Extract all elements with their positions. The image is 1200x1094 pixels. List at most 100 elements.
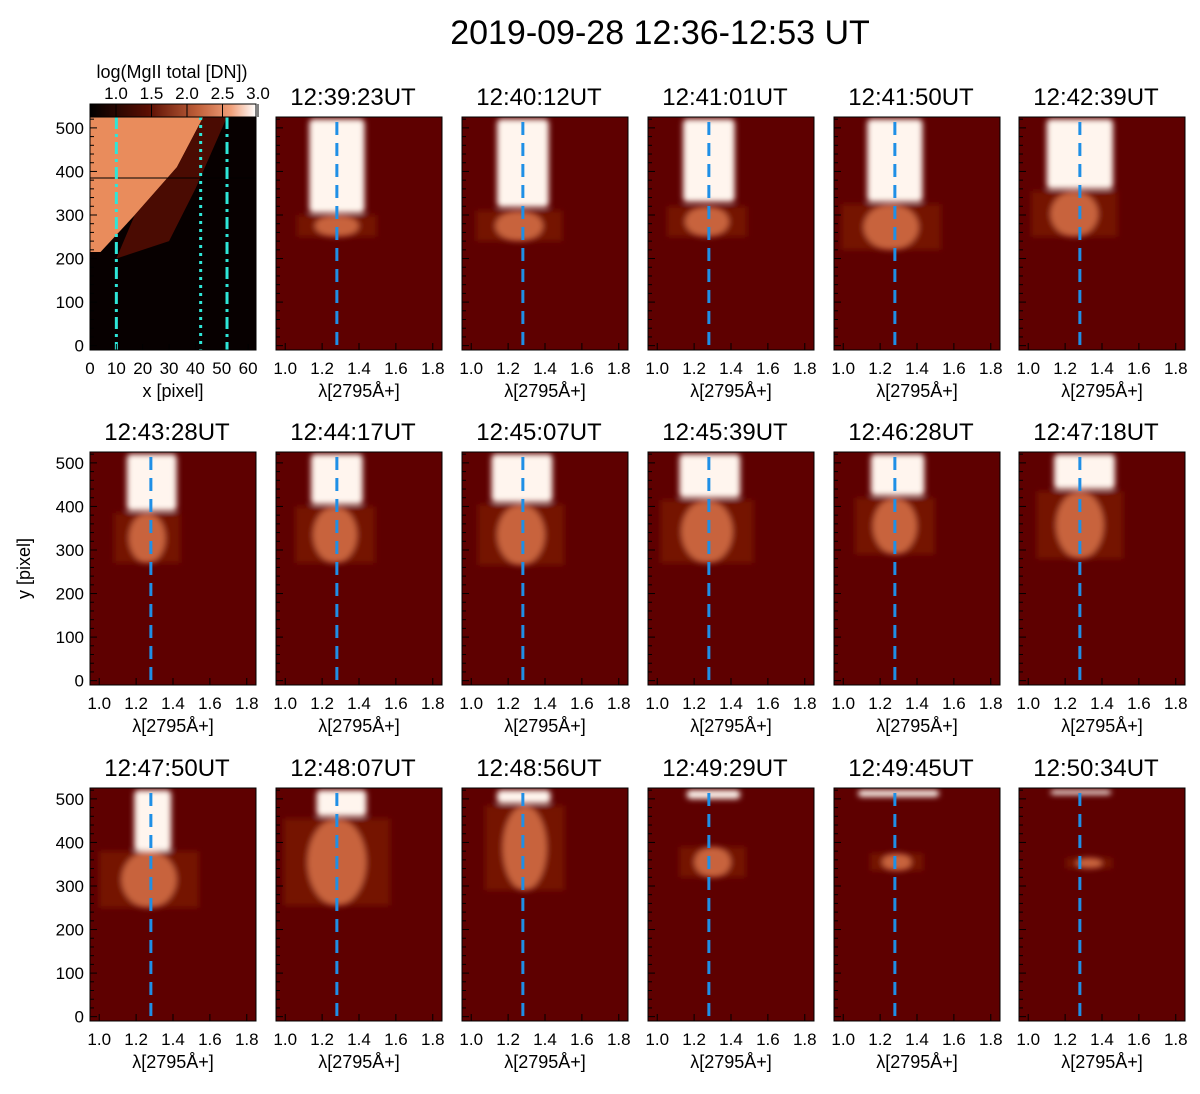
- x-tick-label: 1.6: [570, 1030, 594, 1049]
- spectral-panel: [834, 117, 1000, 350]
- x-tick-label: 1.6: [756, 694, 780, 713]
- extended-emission: [495, 210, 544, 242]
- x-tick-label: 1.6: [384, 694, 408, 713]
- saturated-core: [1054, 454, 1115, 490]
- saturated-core: [134, 790, 172, 852]
- panel-time-title: 12:48:56UT: [476, 755, 602, 782]
- x-tick-label: 1.2: [868, 359, 892, 378]
- x-axis-label: λ[2795Å+]: [132, 1052, 214, 1072]
- extended-emission: [681, 499, 733, 564]
- extended-emission: [881, 853, 912, 871]
- y-tick-label: 300: [56, 206, 84, 225]
- extended-emission: [863, 204, 919, 250]
- colorbar: [89, 103, 257, 118]
- x-tick-label: 1.8: [979, 359, 1003, 378]
- x-tick-label: 1.0: [87, 1030, 111, 1049]
- x-tick-label: 1.6: [942, 1030, 966, 1049]
- x-axis-label: λ[2795Å+]: [318, 1052, 400, 1072]
- x-tick-label: 1.6: [942, 694, 966, 713]
- x-tick-label: 1.0: [831, 359, 855, 378]
- panel-time-title: 12:41:50UT: [848, 84, 974, 111]
- x-axis-label: λ[2795Å+]: [318, 381, 400, 401]
- x-tick-label: 1.2: [124, 694, 148, 713]
- panel-time-title: 12:43:28UT: [104, 419, 230, 446]
- panel-time-title: 12:50:34UT: [1033, 755, 1159, 782]
- x-axis-label: λ[2795Å+]: [1061, 716, 1143, 736]
- x-axis-label: λ[2795Å+]: [876, 1052, 958, 1072]
- x-tick-label: 1.6: [1127, 1030, 1151, 1049]
- colorbar-tick-label: 1.5: [140, 84, 164, 103]
- y-tick-label: 300: [56, 877, 84, 896]
- x-tick-label: 1.4: [905, 1030, 929, 1049]
- saturated-core: [857, 790, 940, 797]
- x-tick-label: 1.8: [1164, 694, 1188, 713]
- y-tick-label: 200: [56, 921, 84, 940]
- y-tick-label: 0: [75, 672, 84, 691]
- x-tick-label: 1.8: [1164, 1030, 1188, 1049]
- panel-time-title: 12:41:01UT: [662, 84, 788, 111]
- panel-time-title: 12:42:39UT: [1033, 84, 1159, 111]
- x-tick-label: 1.4: [347, 1030, 371, 1049]
- x-tick-label: 1.6: [1127, 359, 1151, 378]
- spectral-panel: [276, 788, 442, 1021]
- extended-emission: [1076, 857, 1102, 869]
- x-tick-label: 1.8: [1164, 359, 1188, 378]
- saturated-core: [679, 454, 741, 498]
- x-tick-label: 1.8: [421, 694, 445, 713]
- x-tick-label: 1.8: [235, 694, 259, 713]
- y-tick-label: 100: [56, 293, 84, 312]
- x-tick-label: 1.2: [682, 359, 706, 378]
- x-axis-label: λ[2795Å+]: [690, 716, 772, 736]
- extended-emission: [502, 805, 547, 891]
- y-tick-label: 200: [56, 250, 84, 269]
- x-tick-label: 1.2: [868, 694, 892, 713]
- x-tick-label: 1.6: [756, 1030, 780, 1049]
- x-tick-label: 1.8: [793, 359, 817, 378]
- context-map-limb: [90, 117, 204, 253]
- extended-emission: [128, 512, 166, 564]
- x-tick-label: 1.2: [868, 1030, 892, 1049]
- x-axis-label: λ[2795Å+]: [1061, 381, 1143, 401]
- x-tick-label: 1.4: [161, 1030, 185, 1049]
- spectral-panel: [648, 117, 814, 350]
- x-tick-label: 1.0: [459, 694, 483, 713]
- x-tick-label: 1.0: [273, 694, 297, 713]
- x-axis-label: λ[2795Å+]: [876, 381, 958, 401]
- colorbar-tick-label: 2.0: [175, 84, 199, 103]
- x-tick-label: 1.2: [310, 1030, 334, 1049]
- x-tick-label: 1.4: [719, 694, 743, 713]
- y-tick-label: 500: [56, 454, 84, 473]
- y-tick-label: 500: [56, 790, 84, 809]
- saturated-core: [683, 119, 735, 202]
- x-tick-label: 1.0: [1016, 1030, 1040, 1049]
- spectral-panel: [648, 452, 814, 685]
- x-tick-label: 1.6: [198, 1030, 222, 1049]
- y-tick-label: 400: [56, 162, 84, 181]
- extended-emission: [684, 206, 730, 237]
- x-tick-label: 1.8: [979, 1030, 1003, 1049]
- x-tick-label: 1.8: [421, 1030, 445, 1049]
- x-tick-label: 1.0: [831, 694, 855, 713]
- x-tick-label: 1.4: [719, 1030, 743, 1049]
- x-tick-label: 1.4: [1090, 1030, 1114, 1049]
- extended-emission: [121, 851, 177, 908]
- x-tick-label: 1.4: [905, 694, 929, 713]
- x-tick-label: 1.0: [1016, 359, 1040, 378]
- x-tick-label: 1.6: [384, 359, 408, 378]
- context-x-tick-label: 0: [85, 359, 94, 378]
- context-x-tick-label: 20: [133, 359, 152, 378]
- panel-time-title: 12:49:45UT: [848, 755, 974, 782]
- panel-background: [834, 788, 1000, 1021]
- y-tick-label: 100: [56, 964, 84, 983]
- x-tick-label: 1.2: [496, 694, 520, 713]
- x-tick-label: 1.0: [1016, 694, 1040, 713]
- saturated-core: [867, 119, 923, 202]
- x-tick-label: 1.0: [459, 1030, 483, 1049]
- x-tick-label: 1.4: [533, 359, 557, 378]
- x-tick-label: 1.0: [645, 694, 669, 713]
- panel-time-title: 12:39:23UT: [290, 84, 416, 111]
- saturated-core: [497, 119, 549, 208]
- spectral-panel: [90, 452, 256, 685]
- spectral-panel: [462, 788, 628, 1021]
